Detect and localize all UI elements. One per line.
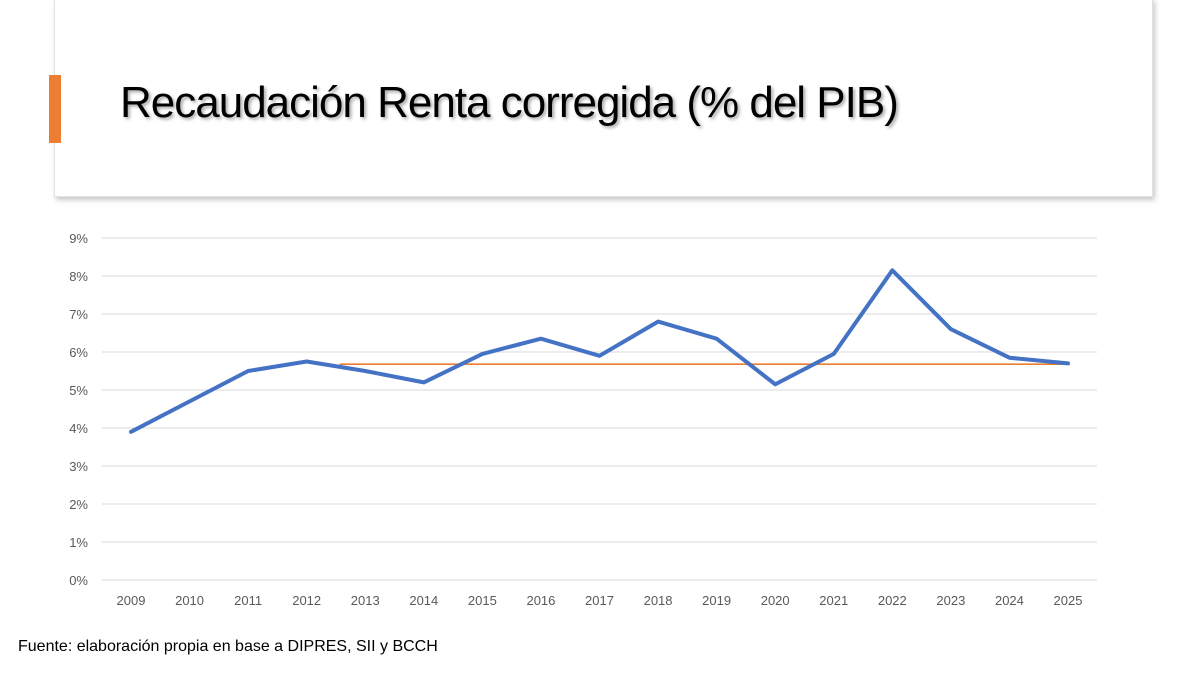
title-panel [54, 0, 1153, 197]
y-tick-label: 6% [69, 345, 88, 360]
title-accent-bar [49, 75, 61, 143]
y-axis-ticks: 0% 1% 2% 3% 4% 5% 6% 7% 8% 9% [69, 231, 88, 588]
x-tick-label: 2022 [878, 593, 907, 608]
x-tick-label: 2014 [409, 593, 438, 608]
x-tick-label: 2016 [526, 593, 555, 608]
y-tick-label: 3% [69, 459, 88, 474]
x-tick-label: 2019 [702, 593, 731, 608]
y-tick-label: 0% [69, 573, 88, 588]
source-note: Fuente: elaboración propia en base a DIP… [18, 638, 438, 655]
x-tick-label: 2017 [585, 593, 614, 608]
y-tick-label: 4% [69, 421, 88, 436]
y-tick-label: 7% [69, 307, 88, 322]
x-tick-label: 2018 [644, 593, 673, 608]
slide-title: Recaudación Renta corregida (% del PIB) [120, 78, 899, 127]
y-tick-label: 9% [69, 231, 88, 246]
x-tick-label: 2015 [468, 593, 497, 608]
series-lines [129, 268, 1070, 434]
gridlines [102, 237, 1097, 581]
x-tick-label: 2013 [351, 593, 380, 608]
x-tick-label: 2025 [1054, 593, 1083, 608]
x-tick-label: 2021 [819, 593, 848, 608]
x-tick-label: 2024 [995, 593, 1024, 608]
x-tick-label: 2023 [936, 593, 965, 608]
y-tick-label: 8% [69, 269, 88, 284]
y-tick-label: 1% [69, 535, 88, 550]
x-tick-label: 2010 [175, 593, 204, 608]
x-tick-label: 2009 [117, 593, 146, 608]
x-tick-label: 2020 [761, 593, 790, 608]
x-tick-label: 2012 [292, 593, 321, 608]
series-line-recaudacion [129, 268, 1070, 434]
x-axis-ticks: 2009 2010 2011 2012 2013 2014 2015 2016 2017 2018… [117, 593, 1083, 608]
y-tick-label: 5% [69, 383, 88, 398]
x-tick-label: 2011 [234, 593, 262, 608]
y-tick-label: 2% [69, 497, 88, 512]
